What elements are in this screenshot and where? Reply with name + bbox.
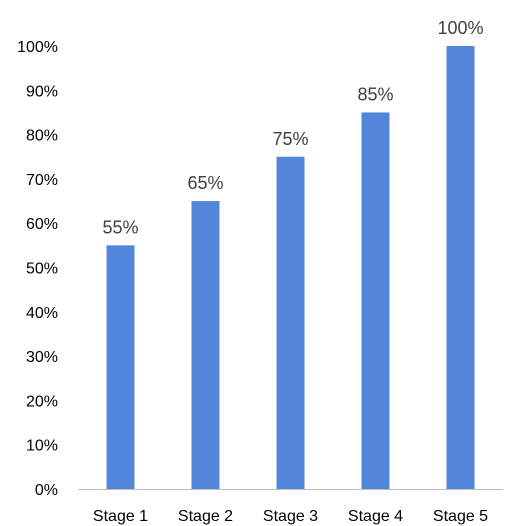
y-tick-label: 100% xyxy=(17,39,58,56)
x-category-label: Stage 5 xyxy=(433,508,488,525)
data-label: 85% xyxy=(357,84,393,104)
y-axis-tick-labels: 0% 10% 20% 30% 40% 50% 60% 70% 80% 90% 100% xyxy=(17,39,58,499)
bar xyxy=(446,46,475,489)
bars xyxy=(106,46,475,490)
x-category-label: Stage 4 xyxy=(348,508,403,525)
data-label: 75% xyxy=(272,129,308,149)
y-tick-label: 70% xyxy=(26,172,58,189)
y-tick-label: 60% xyxy=(26,216,58,233)
y-tick-label: 90% xyxy=(26,83,58,100)
bar xyxy=(361,112,390,489)
x-axis-category-labels: Stage 1 Stage 2 Stage 3 Stage 4 Stage 5 xyxy=(93,508,488,525)
bar xyxy=(191,201,220,490)
data-label: 55% xyxy=(102,217,138,237)
y-tick-label: 30% xyxy=(26,349,58,366)
y-tick-label: 80% xyxy=(26,128,58,145)
x-category-label: Stage 3 xyxy=(263,508,318,525)
x-category-label: Stage 1 xyxy=(93,508,148,525)
bar xyxy=(106,245,135,489)
y-tick-label: 20% xyxy=(26,393,58,410)
data-label: 65% xyxy=(187,173,223,193)
bar xyxy=(276,156,305,489)
y-tick-label: 10% xyxy=(26,438,58,455)
y-tick-label: 0% xyxy=(35,482,58,499)
y-tick-label: 50% xyxy=(26,261,58,278)
x-category-label: Stage 2 xyxy=(178,508,233,525)
data-label: 100% xyxy=(437,18,483,38)
y-tick-label: 40% xyxy=(26,305,58,322)
data-labels: 55% 65% 75% 85% 100% xyxy=(102,18,483,237)
